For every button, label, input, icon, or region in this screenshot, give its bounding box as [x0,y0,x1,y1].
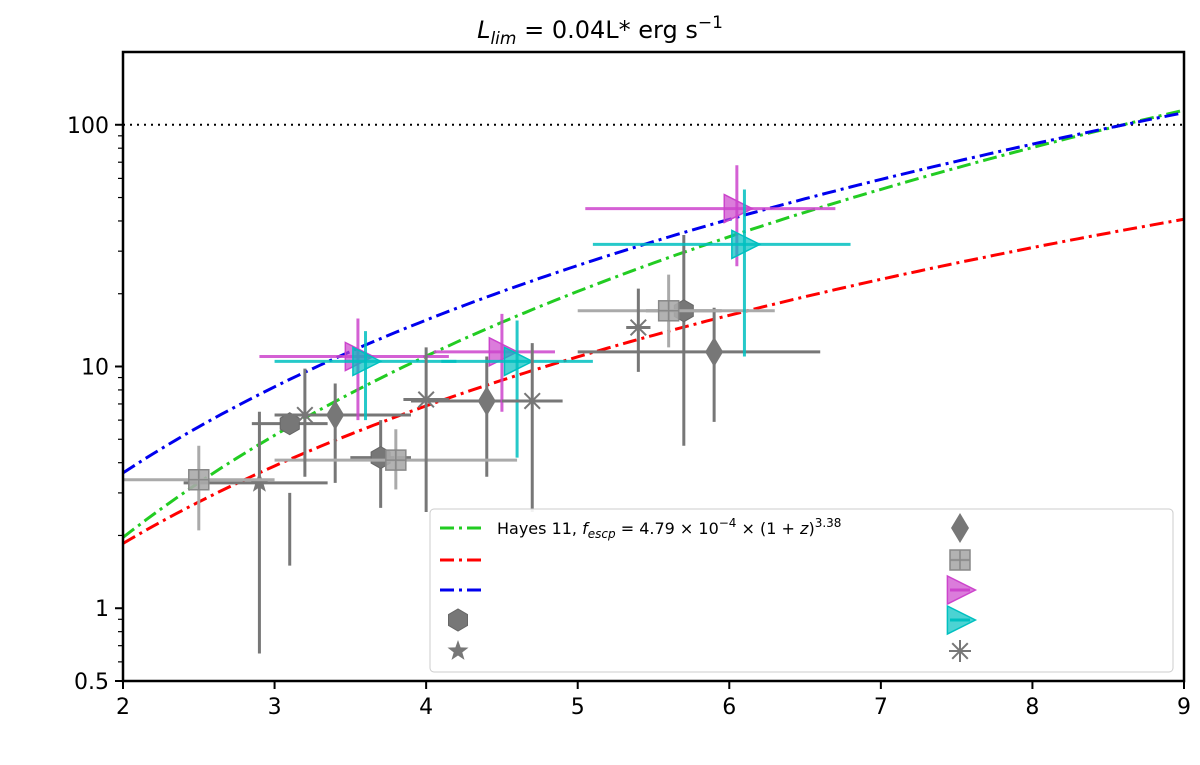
point-3-2 [657,300,680,322]
point-3-0 [188,469,210,491]
legend-box [429,508,1174,673]
legend-hayes-part-7: ) [808,519,814,538]
legend-hayes-part-2: escp [588,527,616,541]
point-2-0-shape [326,400,345,431]
legend-marker-8 [946,604,978,636]
point-4-2-shape [723,193,754,224]
point-2-1-shape [477,385,496,416]
point-5-2-shape [731,229,762,260]
curve-2 [123,111,1184,475]
legend-marker-3-shape [448,608,468,632]
title-sup: −1 [698,13,723,33]
point-6-0-arm3 [296,406,314,424]
legend-hayes-part-5: × (1 + [736,519,800,538]
legend-marker-6 [949,549,971,571]
legend-hayes-part-1: f [582,519,590,538]
legend-marker-8-shape [946,604,978,636]
legend-marker-7 [946,574,978,606]
legend-marker-9-arm3 [951,642,969,660]
point-6-1-arm3 [417,391,435,409]
title-l: L [477,16,490,44]
point-6-2-arm3 [523,392,541,410]
title-text: Llim = 0.04L* erg s−1 [477,13,723,49]
point-6-3 [627,316,650,339]
curve-1 [123,217,1184,545]
point-2-2 [705,336,724,367]
legend-hayes-part-6: z [799,519,809,538]
legend-marker-4-shape [447,640,469,660]
point-3-1 [385,449,407,471]
legend-hayes-part-3: = 4.79 × 10 [616,519,719,538]
point-6-2 [521,389,544,412]
point-0-0 [279,412,300,436]
point-6-1 [415,388,438,411]
point-5-0-shape [352,346,383,377]
xtick-label-3: 5 [571,695,585,720]
point-6-0 [293,404,316,427]
point-5-1 [503,346,535,377]
title-rest: = 0.04L* erg s [516,16,697,44]
point-0-0-shape [279,412,300,436]
legend-marker-4 [447,640,469,660]
point-2-1 [477,385,496,416]
point-5-1-shape [503,346,535,377]
xtick-label-0: 2 [116,695,130,720]
legend-label-0: Hayes 11, fescp = 4.79 × 10−4 × (1 + z)3… [497,516,841,541]
ytick-label-1: 1 [95,597,109,622]
xtick-label-6: 8 [1025,695,1039,720]
ytick-label-3: 100 [67,114,109,139]
ytick-label-0: 0.5 [74,670,109,695]
xtick-label-2: 4 [419,695,433,720]
ytick-label-2: 10 [81,356,109,381]
xtick-label-5: 7 [874,695,888,720]
xtick-label-7: 9 [1177,695,1191,720]
point-1-0 [249,471,270,492]
legend-marker-7-shape [946,574,978,606]
point-2-0 [326,400,345,431]
point-6-3-arm3 [629,319,647,336]
legend-marker-5 [951,513,969,543]
legend-marker-3 [448,608,468,632]
point-5-2 [731,229,762,260]
point-4-1-shape [488,336,520,368]
legend-marker-9 [949,640,971,662]
chart-title: Llim = 0.04L* erg s−1 [477,13,723,49]
point-1-0-shape [249,471,270,492]
point-5-0 [352,346,383,377]
curve-0 [123,108,1184,539]
point-2-2-shape [705,336,724,367]
xtick-label-4: 6 [722,695,736,720]
point-4-2 [723,193,754,224]
legend: Hayes 11, fescp = 4.79 × 10−4 × (1 + z)3… [429,508,1174,673]
legend-hayes-part-4: −4 [719,516,737,530]
point-4-1 [488,336,520,368]
legend-hayes-part-8: 3.38 [815,516,842,530]
title-sub: lim [490,29,516,49]
legend-hayes-part-0: Hayes 11, [497,519,582,538]
xtick-label-1: 3 [268,695,282,720]
legend-marker-5-shape [951,513,969,543]
